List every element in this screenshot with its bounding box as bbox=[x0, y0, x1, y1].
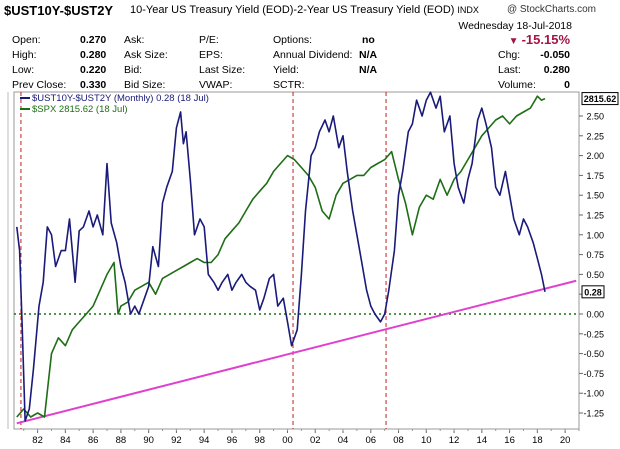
y-tick-label: 0.75 bbox=[586, 250, 604, 260]
spread-last-box bbox=[581, 285, 605, 299]
x-tick-label: 10 bbox=[421, 435, 432, 446]
vwap-label: VWAP: bbox=[199, 79, 233, 91]
spx-last-box bbox=[581, 92, 619, 106]
lastsize-label: Last Size: bbox=[199, 64, 246, 76]
x-tick-label: 98 bbox=[254, 435, 265, 446]
high-value: 0.280 bbox=[80, 49, 107, 61]
y-tick-label: 2.00 bbox=[586, 151, 604, 161]
eps-label: EPS: bbox=[199, 49, 223, 61]
spread-last-label: 0.28 bbox=[584, 287, 602, 297]
spx-line bbox=[16, 95, 546, 418]
series-group bbox=[16, 91, 546, 422]
exchange-label: INDX bbox=[457, 5, 479, 15]
spread-line bbox=[16, 91, 546, 422]
open-value: 0.270 bbox=[80, 34, 107, 46]
legend-spread-label: $UST10Y-$UST2Y (Monthly) 0.28 (18 Jul) bbox=[32, 93, 209, 104]
x-tick-label: 16 bbox=[504, 435, 515, 446]
chg-label: Chg: bbox=[498, 49, 521, 61]
legend-spx-label: $SPX 2815.62 (18 Jul) bbox=[32, 104, 128, 115]
quote-date: Wednesday 18-Jul-2018 bbox=[458, 20, 572, 32]
bid-label: Bid: bbox=[124, 64, 143, 76]
options-label: Options: bbox=[273, 34, 313, 46]
x-tick-label: 96 bbox=[227, 435, 238, 446]
x-tick-label: 00 bbox=[282, 435, 293, 446]
prevclose-value: 0.330 bbox=[80, 79, 107, 91]
x-tick-label: 90 bbox=[143, 435, 154, 446]
y-tick-label: -1.00 bbox=[583, 389, 604, 399]
symbol-description: 10-Year US Treasury Yield (EOD)-2-Year U… bbox=[130, 4, 479, 16]
change-percent: ▼ -15.15% bbox=[508, 32, 570, 47]
copyright-label: @ StockCharts.com bbox=[506, 4, 596, 15]
legend: $UST10Y-$UST2Y (Monthly) 0.28 (18 Jul)$S… bbox=[20, 93, 209, 115]
last-value-labels: 2815.62 0.28 bbox=[581, 92, 619, 299]
chg-value: -0.050 bbox=[540, 49, 570, 61]
y-tick-label: 1.75 bbox=[586, 171, 604, 181]
sctr-label: SCTR: bbox=[273, 79, 305, 91]
options-value: no bbox=[362, 34, 375, 46]
prevclose-label: Prev Close: bbox=[12, 79, 67, 91]
y-tick-label: 0.00 bbox=[586, 310, 604, 320]
x-tick-label: 12 bbox=[449, 435, 460, 446]
asksize-label: Ask Size: bbox=[124, 49, 168, 61]
x-tick-label: 92 bbox=[171, 435, 182, 446]
down-triangle-icon: ▼ bbox=[508, 36, 519, 47]
x-tick-label: 18 bbox=[532, 435, 543, 446]
vertical-markers bbox=[20, 92, 387, 429]
open-label: Open: bbox=[12, 34, 41, 46]
y-tick-label: -0.50 bbox=[583, 349, 604, 359]
y-tick-label: 2.25 bbox=[586, 131, 604, 141]
x-tick-label: 20 bbox=[560, 435, 571, 446]
trendline bbox=[16, 279, 577, 425]
y-tick-label: -0.25 bbox=[583, 329, 604, 339]
y-tick-label: -0.75 bbox=[583, 369, 604, 379]
x-axis: 82 84 86 88 90 92 94 96 98 00 02 04 06 08 10 12 14 16 18 20 bbox=[23, 429, 580, 446]
yield-value: N/A bbox=[359, 64, 378, 76]
last-label: Last: bbox=[498, 64, 521, 76]
symbol-title: $UST10Y-$UST2Y bbox=[4, 3, 114, 18]
x-tick-label: 08 bbox=[393, 435, 404, 446]
volume-label: Volume: bbox=[498, 79, 536, 91]
pe-label: P/E: bbox=[199, 34, 219, 46]
high-label: High: bbox=[12, 49, 37, 61]
last-value: 0.280 bbox=[543, 64, 570, 76]
y-tick-label: 1.25 bbox=[586, 211, 604, 221]
dividend-label: Annual Dividend: bbox=[273, 49, 353, 61]
x-tick-label: 84 bbox=[60, 435, 71, 446]
description-text: 10-Year US Treasury Yield (EOD)-2-Year U… bbox=[130, 4, 455, 16]
y-tick-label: 1.00 bbox=[586, 230, 604, 240]
spx-last-label: 2815.62 bbox=[584, 94, 617, 104]
y-tick-label: 1.50 bbox=[586, 191, 604, 201]
chart-header: $UST10Y-$UST2Y 10-Year US Treasury Yield… bbox=[0, 0, 620, 92]
x-tick-label: 04 bbox=[338, 435, 349, 446]
y-tick-label: 2.50 bbox=[586, 112, 604, 122]
volume-value: 0 bbox=[564, 79, 570, 91]
x-tick-label: 82 bbox=[32, 435, 43, 446]
ask-label: Ask: bbox=[124, 34, 145, 46]
bidsize-label: Bid Size: bbox=[124, 79, 166, 91]
yield-label: Yield: bbox=[273, 64, 299, 76]
trendline-group bbox=[16, 279, 577, 425]
y-axis: 2.502.252.001.751.501.251.000.750.500.25… bbox=[579, 112, 604, 419]
x-tick-label: 02 bbox=[310, 435, 321, 446]
x-tick-label: 06 bbox=[365, 435, 376, 446]
y-tick-label: 0.50 bbox=[586, 270, 604, 280]
x-tick-label: 14 bbox=[477, 435, 488, 446]
x-tick-label: 86 bbox=[88, 435, 99, 446]
low-label: Low: bbox=[12, 64, 35, 76]
y-tick-label: -1.25 bbox=[583, 409, 604, 419]
x-tick-label: 94 bbox=[199, 435, 210, 446]
x-tick-label: 88 bbox=[116, 435, 127, 446]
low-value: 0.220 bbox=[80, 64, 107, 76]
plot-frame bbox=[13, 91, 580, 430]
dividend-value: N/A bbox=[359, 49, 378, 61]
